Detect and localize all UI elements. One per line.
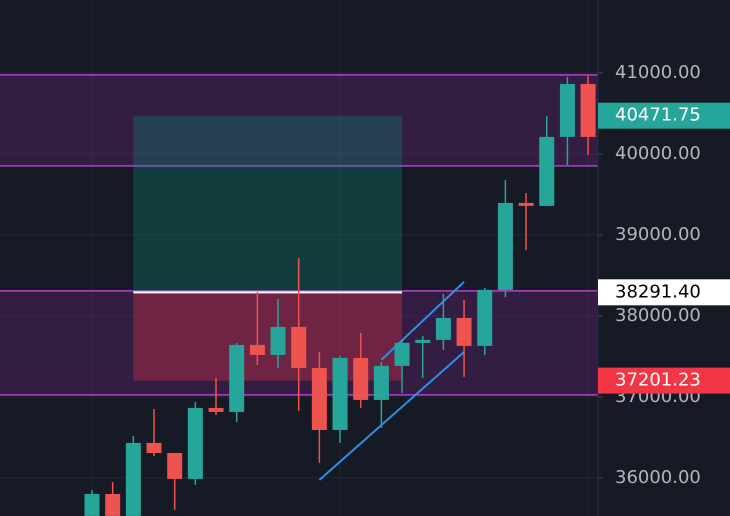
price-label-box — [598, 279, 730, 306]
candle-body — [105, 493, 121, 516]
candle-body — [311, 367, 327, 430]
candle-body — [559, 83, 575, 137]
candle-body — [249, 344, 265, 355]
candle-body — [394, 342, 410, 366]
candle-body — [580, 83, 596, 137]
candle-body — [477, 289, 493, 346]
y-tick-label: 39000.00 — [615, 224, 701, 245]
trendline — [318, 351, 465, 481]
price-label: 38291.40 — [615, 281, 701, 302]
price-label-box — [598, 102, 730, 129]
candle-body — [167, 452, 183, 479]
y-tick-label: 41000.00 — [615, 62, 701, 83]
y-tick-label: 38000.00 — [615, 305, 701, 326]
profit-zone — [133, 115, 403, 293]
candle-body — [332, 357, 348, 430]
candle-body — [539, 136, 555, 206]
candle-body — [435, 317, 451, 340]
candle-body — [187, 407, 203, 479]
price-label: 37201.23 — [615, 370, 701, 391]
candle-body — [125, 442, 141, 516]
candle-body — [415, 339, 431, 343]
price-label: 40471.75 — [615, 105, 701, 126]
y-tick-label: 40000.00 — [615, 143, 701, 164]
candle-body — [518, 202, 534, 206]
candle-body — [353, 357, 369, 400]
candle-body — [456, 317, 472, 346]
candle-body — [229, 344, 245, 412]
y-tick-label: 36000.00 — [615, 467, 701, 488]
zone — [0, 74, 598, 166]
candle-body — [270, 326, 286, 355]
price-axis — [598, 0, 730, 516]
candle-body — [497, 202, 513, 290]
price-label-box — [598, 367, 730, 394]
candle-body — [84, 493, 100, 516]
candle-body — [291, 326, 307, 368]
candle-body — [373, 365, 389, 400]
candle-body — [146, 442, 162, 453]
candle-body — [208, 407, 224, 412]
